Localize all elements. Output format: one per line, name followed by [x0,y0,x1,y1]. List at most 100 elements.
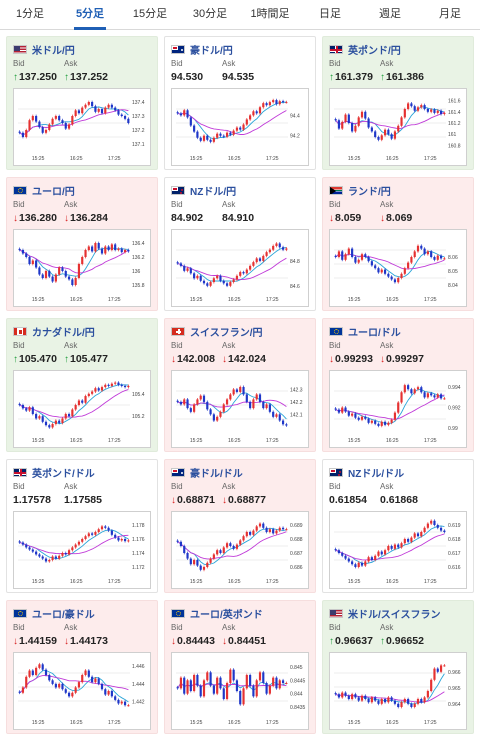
rate-card[interactable]: 米ドル/スイスフラン Bid Ask ↑ 0.96637 ↑ 0.96652 0.966 0.9… [322,600,474,734]
candle [360,694,364,702]
mini-chart[interactable]: 142.3 142.2 142.1 15:25 16:25 17:25 [171,370,309,448]
pair-name[interactable]: ユーロ/英ポンド [190,609,263,621]
pair-name[interactable]: ユーロ/円 [32,186,75,198]
tab-1[interactable]: 1分足 [15,8,45,20]
mini-chart[interactable]: 0.994 0.992 0.99 15:25 16:25 17:25 [329,370,467,448]
mini-chart[interactable]: 0.845 0.8445 0.844 0.8435 15:25 16:25 17:25 [171,652,309,730]
candle [258,670,262,682]
candle [268,402,271,414]
pair-name[interactable]: ユーロ/ドル [348,327,401,339]
mini-chart[interactable]: 105.4 105.2 15:25 16:25 17:25 [13,370,151,448]
rate-card[interactable]: スイスフラン/円 Bid Ask ↓ 142.008 ↓ 142.024 142.3 142.2… [164,318,316,452]
candle [397,702,400,709]
tab-8[interactable]: 月足 [439,8,461,20]
ma-long-line [335,533,445,561]
candle [44,420,48,427]
tab-6[interactable]: 日足 [319,8,341,20]
candle [25,675,28,689]
rate-card[interactable]: カナダドル/円 Bid Ask ↑ 105.470 ↑ 105.477 105.4 105.2 1… [6,318,158,452]
pair-name[interactable]: 英ポンド/ドル [32,468,95,480]
candle [337,250,341,259]
candle [199,684,202,698]
y-tick-label: 1.176 [132,537,145,543]
pair-name[interactable]: ランド/円 [348,186,391,198]
tab-2[interactable]: 5分足 [60,0,120,30]
arrow-down-icon: ↓ [222,353,227,365]
candle [28,669,31,679]
tab-5[interactable]: 1時間足 [250,8,290,20]
mini-chart[interactable]: 1.446 1.444 1.442 15:25 16:25 17:25 [13,652,151,730]
mini-chart[interactable]: 161.6 161.4 161.2 161 160.8 15:25 16:25 17:25 [329,88,467,166]
candle [383,548,387,556]
mini-chart[interactable]: 84.8 84.6 15:25 16:25 17:25 [171,229,309,307]
price-labels: Bid Ask [329,623,467,633]
candle [436,392,439,399]
candle [71,546,74,552]
candle [179,540,183,548]
mini-chart[interactable]: 1.178 1.176 1.174 1.172 15:25 16:25 17:25 [13,511,151,589]
pair-name[interactable]: NZドル/ドル [348,468,405,480]
mini-chart[interactable]: 0.966 0.965 0.964 15:25 16:25 17:25 [329,652,467,730]
ma-long-line [177,399,287,408]
pair-title: ユーロ/英ポンド [171,605,309,621]
x-tick-label: 15:25 [32,297,45,303]
rate-card[interactable]: 豪ドル/ドル Bid Ask ↓ 0.68871 ↓ 0.68877 0.689 0.688 0.… [164,459,316,593]
pair-name[interactable]: 豪ドル/ドル [190,468,243,480]
arrow-down-icon: ↓ [171,635,176,647]
mini-chart[interactable]: 0.619 0.618 0.617 0.616 15:25 16:25 17:25 [329,511,467,589]
candle [416,105,420,113]
rate-card[interactable]: ユーロ/英ポンド Bid Ask ↓ 0.84443 ↓ 0.84451 0.845 0.844… [164,600,316,734]
pair-name[interactable]: 豪ドル/円 [190,45,233,57]
candle [430,108,433,114]
rate-card[interactable]: 英ポンド/ドル Bid Ask 1.17578 1.17585 1.178 1.176 1.1… [6,459,158,593]
candle [222,402,225,414]
pair-name[interactable]: 米ドル/円 [32,45,75,57]
tab-7[interactable]: 週足 [379,8,401,20]
ask-price: 0.84451 [228,635,266,647]
rate-card[interactable]: ユーロ/ドル Bid Ask ↓ 0.99293 ↓ 0.99297 0.994 0.992 0.… [322,318,474,452]
candle [337,118,341,130]
rate-card[interactable]: ユーロ/豪ドル Bid Ask ↓ 1.44159 ↓ 1.44173 1.446 1.444 1… [6,600,158,734]
candle [110,103,113,109]
bid-price: 0.99293 [335,353,373,365]
rate-card[interactable]: 豪ドル/円 Bid Ask 94.530 94.535 94.4 94.2 15:25 16:2… [164,36,316,170]
mini-chart[interactable]: 94.4 94.2 15:25 16:25 17:25 [171,88,309,166]
price-labels: Bid Ask [13,341,151,351]
tab-3[interactable]: 15分足 [132,8,168,20]
mini-chart[interactable]: 136.4 136.2 136 135.8 15:25 16:25 17:25 [13,229,151,307]
rate-card[interactable]: NZドル/ドル Bid Ask 0.61854 0.61868 0.619 0.618 0.6… [322,459,474,593]
candle [364,560,367,567]
rate-card[interactable]: 英ポンド/円 Bid Ask ↑ 161.379 ↑ 161.386 161.6 161.4 16… [322,36,474,170]
rate-card[interactable]: NZドル/円 Bid Ask 84.902 84.910 84.8 84.6 15:25 16:… [164,177,316,311]
ma-short-line [177,246,287,282]
arrow-up-icon: ↑ [329,71,334,83]
y-tick-label: 161.6 [448,99,461,105]
candle [179,400,183,406]
price-values: ↓ 142.008 ↓ 142.024 [171,352,309,366]
pair-name[interactable]: 米ドル/スイスフラン [348,609,441,621]
pair-name[interactable]: NZドル/円 [190,186,237,198]
candle [258,393,262,404]
candlestick-chart: 84.8 84.6 15:25 16:25 17:25 [176,242,300,303]
candle [183,264,186,273]
mini-chart[interactable]: 137.4 137.3 137.2 137.1 15:25 16:25 17:25 [13,88,151,166]
rate-card[interactable]: ランド/円 Bid Ask ↓ 8.059 ↓ 8.069 8.05 8.06 8.04 15:25… [322,177,474,311]
pair-name[interactable]: カナダドル/円 [32,327,95,339]
candle [252,260,255,268]
pair-name[interactable]: スイスフラン/円 [190,327,263,339]
candle [81,399,84,405]
pair-name[interactable]: ユーロ/豪ドル [32,609,95,621]
tab-4[interactable]: 30分足 [192,8,228,20]
candle [189,116,192,127]
candle [403,537,406,545]
ask-price: 0.68877 [228,494,266,506]
mini-chart[interactable]: 8.05 8.06 8.04 15:25 16:25 17:25 [329,229,467,307]
mini-chart[interactable]: 0.689 0.688 0.687 0.686 15:25 16:25 17:25 [171,511,309,589]
candle [222,279,225,285]
pair-name[interactable]: 英ポンド/円 [348,45,401,57]
candle [216,676,219,696]
rate-card[interactable]: ユーロ/円 Bid Ask ↓ 136.280 ↓ 136.284 136.4 136.2 136… [6,177,158,311]
rate-card[interactable]: 米ドル/円 Bid Ask ↑ 137.250 ↑ 137.252 137.4 137.3 137… [6,36,158,170]
candle [77,540,81,546]
ask-value: ↓ 1.44173 [64,634,108,648]
